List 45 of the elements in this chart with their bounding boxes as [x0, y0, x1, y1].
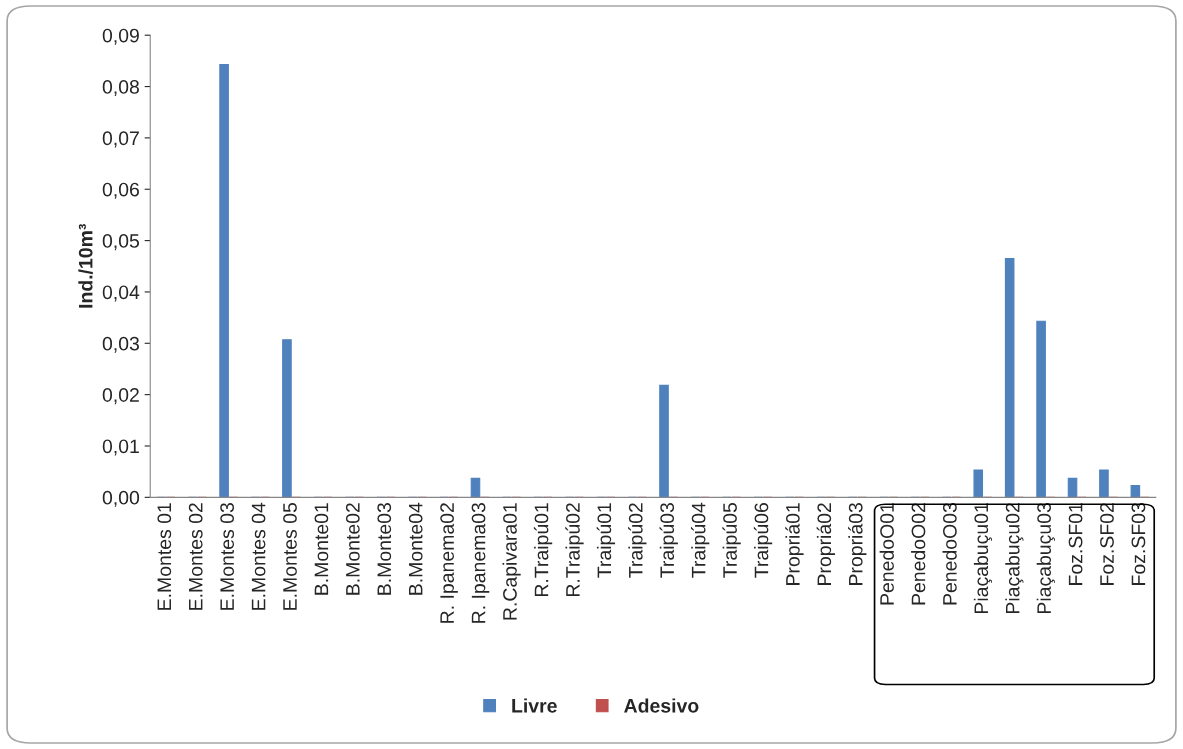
x-tick-label: Foz.SF03: [1131, 503, 1146, 585]
x-tick-label: B.Monte04: [408, 502, 423, 595]
y-tick-label: 0,01: [102, 439, 139, 456]
y-tick-label: 0,00: [102, 490, 140, 507]
x-tick-label: B.Monte03: [377, 503, 392, 595]
y-tick-label: 0,04: [102, 285, 140, 302]
x-tick-label: Piaçabuçu01: [973, 503, 993, 614]
x-tick-label: R. Ipanema02: [440, 503, 458, 623]
x-tick-label: E.Montes 01: [157, 503, 172, 610]
x-tick-label: Propriá03: [848, 503, 867, 585]
x-tick-label: Traipú01: [596, 503, 616, 578]
x-tick-label: Propriá01: [785, 503, 804, 585]
x-tick-label: PenedoO02: [911, 503, 926, 605]
x-tick-label: Piaçabuçu03: [1036, 503, 1055, 614]
legend-label: Adesivo: [624, 698, 699, 713]
y-tick-label: 0,07: [102, 131, 139, 148]
y-tick-label: 0,06: [102, 182, 139, 199]
x-tick-label: Piaçabuçu02: [1005, 503, 1024, 614]
x-tick-label: E.Montes 04: [251, 502, 266, 610]
y-tick-label: 0,08: [102, 80, 139, 97]
x-tick-label: R.Traipú02: [565, 503, 584, 597]
x-tick-label: Traipú06: [753, 503, 773, 578]
x-tick-label: Traipú04: [690, 502, 710, 578]
x-tick-label: R. Ipanema03: [471, 503, 490, 623]
legend-label: Livre: [512, 698, 557, 713]
x-tick-label: E.Montes 02: [188, 503, 203, 610]
x-tick-label: Traipú03: [659, 503, 678, 578]
x-tick-label: E.Montes 05: [283, 503, 297, 610]
y-tick-label: 0,09: [102, 28, 139, 45]
x-tick-label: B.Monte02: [345, 503, 360, 595]
y-tick-label: 0,02: [102, 388, 139, 405]
x-tick-label: B.Monte01: [314, 503, 329, 595]
y-tick-label: 0,05: [102, 234, 140, 251]
x-tick-label: Foz.SF02: [1100, 503, 1114, 585]
x-tick-label: Propriá02: [816, 503, 836, 585]
x-tick-label: Traipú02: [628, 503, 647, 578]
y-axis-title: Ind./10m³: [78, 224, 93, 308]
x-tick-label: PenedoO01: [879, 503, 894, 605]
x-tick-label: Foz.SF01: [1068, 503, 1083, 585]
x-tick-label: E.Montes 03: [220, 503, 235, 610]
x-tick-label: R.Capivara01: [502, 503, 521, 620]
y-tick-label: 0,03: [102, 336, 139, 353]
x-tick-label: PenedoO03: [942, 503, 957, 605]
x-tick-label: R.Traipú01: [533, 503, 553, 597]
x-tick-label: Traipú05: [722, 503, 741, 578]
